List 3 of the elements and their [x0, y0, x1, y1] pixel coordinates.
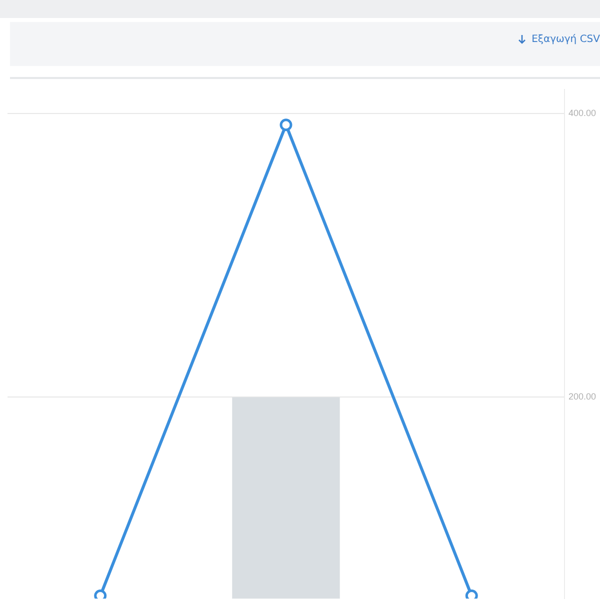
y-tick-label: 400.00 — [568, 108, 596, 118]
text: Εξαγωγή CSV — [532, 34, 600, 45]
y-tick-label: 200.00 — [568, 392, 596, 402]
